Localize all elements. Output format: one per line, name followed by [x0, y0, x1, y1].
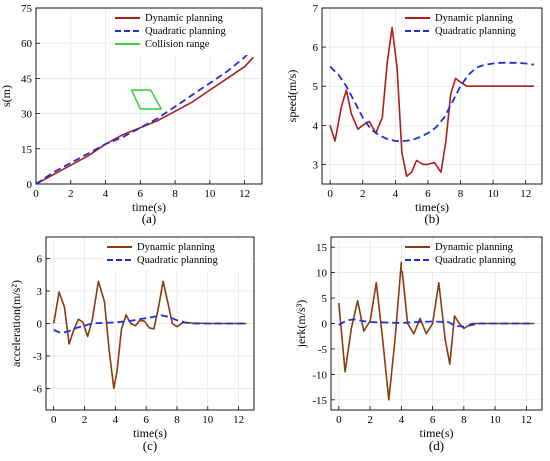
series-line-0	[338, 261, 535, 401]
y-tick-label: 5	[313, 81, 319, 93]
legend-label: Collision range	[145, 39, 210, 50]
x-tick-label: 10	[202, 414, 214, 426]
legend-label: Quadratic planning	[435, 255, 517, 266]
x-tick-label: 10	[490, 414, 502, 426]
y-tick-label: 30	[21, 109, 33, 121]
x-tick-label: 10	[204, 188, 216, 200]
x-tick-label: 4	[103, 188, 109, 200]
x-axis-label: time(s)	[133, 426, 167, 440]
x-axis-label: time(s)	[420, 426, 454, 440]
x-tick-label: 4	[399, 414, 405, 426]
x-tick-label: 4	[113, 414, 119, 426]
x-tick-label: 12	[233, 414, 244, 426]
y-tick-label: -5	[318, 344, 328, 356]
x-tick-label: 10	[488, 188, 500, 200]
x-tick-label: 12	[520, 188, 531, 200]
y-tick-label: 0	[37, 319, 43, 331]
x-tick-label: 0	[336, 414, 342, 426]
legend-label: Dynamic planning	[145, 13, 224, 24]
y-tick-label: 75	[21, 3, 33, 15]
x-tick-label: 4	[393, 188, 399, 200]
x-tick-label: 0	[51, 414, 57, 426]
x-tick-label: 6	[425, 188, 431, 200]
y-tick-label: 7	[313, 3, 319, 15]
y-tick-label: 5	[322, 293, 328, 305]
series-line-0	[36, 56, 254, 184]
y-tick-label: 3	[313, 159, 319, 171]
x-tick-label: 2	[367, 414, 373, 426]
y-tick-label: 3	[37, 286, 43, 298]
x-tick-label: 8	[172, 188, 178, 200]
x-tick-label: 6	[138, 188, 144, 200]
x-tick-label: 8	[461, 414, 467, 426]
panel-label: (b)	[424, 211, 439, 226]
panel-b: 0 2 4 6 8 10 12 3 4 5 6 7 time(s) speed(m/s) Dynamic p…	[285, 3, 543, 226]
x-tick-label: 8	[458, 188, 464, 200]
series-line-0	[329, 26, 534, 177]
panel-c: 0 2 4 6 8 10 12-6-3036time(s)acceleration(m/s²…	[9, 236, 255, 453]
x-tick-label: 6	[143, 414, 149, 426]
x-axis-label: time(s)	[132, 200, 166, 214]
series-line-1	[329, 61, 535, 142]
x-tick-label: 0	[327, 188, 333, 200]
y-tick-label: 0	[322, 319, 328, 331]
panel-d: 0 2 4 6 8 10 12 -15 -10 -5 0 5 10 15 time(s) jerk(m/s³)…	[294, 236, 543, 453]
series-line-1	[338, 318, 535, 328]
legend-label: Quadratic planning	[137, 255, 219, 266]
x-tick-label: 12	[521, 414, 532, 426]
y-tick-label: 10	[316, 268, 328, 280]
y-tick-label: 60	[21, 38, 33, 50]
y-tick-label: -6	[33, 383, 43, 395]
y-tick-label: 15	[21, 144, 33, 156]
legend-label: Dynamic planning	[435, 13, 514, 24]
y-tick-label: -3	[33, 351, 43, 363]
y-tick-label: 15	[316, 242, 328, 254]
series-line-2	[130, 89, 162, 110]
y-axis-label: jerk(m/s³)	[294, 300, 308, 349]
axes-frame	[321, 7, 543, 185]
legend-label: Dynamic planning	[137, 242, 216, 253]
y-tick-label: 0	[27, 179, 33, 191]
x-tick-label: 2	[82, 414, 88, 426]
x-tick-label: 8	[174, 414, 180, 426]
x-axis-label: time(s)	[415, 200, 449, 214]
legend-box	[112, 12, 258, 55]
axes-frame	[35, 7, 263, 185]
legend-label: Quadratic planning	[145, 26, 227, 37]
panel-a: 0 2 4 6 8 10 12 0 15 30 45 60 75 time(s) s(m) Dynamic p…	[0, 3, 263, 226]
series-line-1	[36, 47, 254, 184]
x-tick-label: 0	[33, 188, 39, 200]
y-tick-label: -10	[312, 369, 327, 381]
panel-label: (a)	[142, 211, 156, 226]
y-tick-label: -15	[312, 395, 327, 407]
y-axis-label: s(m)	[0, 85, 13, 107]
legend-label: Dynamic planning	[435, 242, 514, 253]
series-line-0	[52, 280, 247, 390]
x-tick-label: 2	[360, 188, 366, 200]
y-tick-label: 4	[313, 120, 319, 132]
y-axis-label: speed(m/s)	[285, 70, 299, 123]
panel-label: (d)	[429, 438, 444, 453]
x-tick-label: 12	[239, 188, 250, 200]
series-line-1	[53, 314, 247, 335]
x-tick-label: 2	[68, 188, 74, 200]
y-tick-label: 45	[21, 73, 33, 85]
x-tick-label: 6	[430, 414, 436, 426]
panel-label: (c)	[143, 438, 157, 453]
y-axis-label: acceleration(m/s²)	[9, 280, 23, 367]
y-tick-label: 6	[37, 254, 43, 266]
y-tick-label: 6	[313, 42, 319, 54]
legend-label: Quadratic planning	[435, 26, 517, 37]
